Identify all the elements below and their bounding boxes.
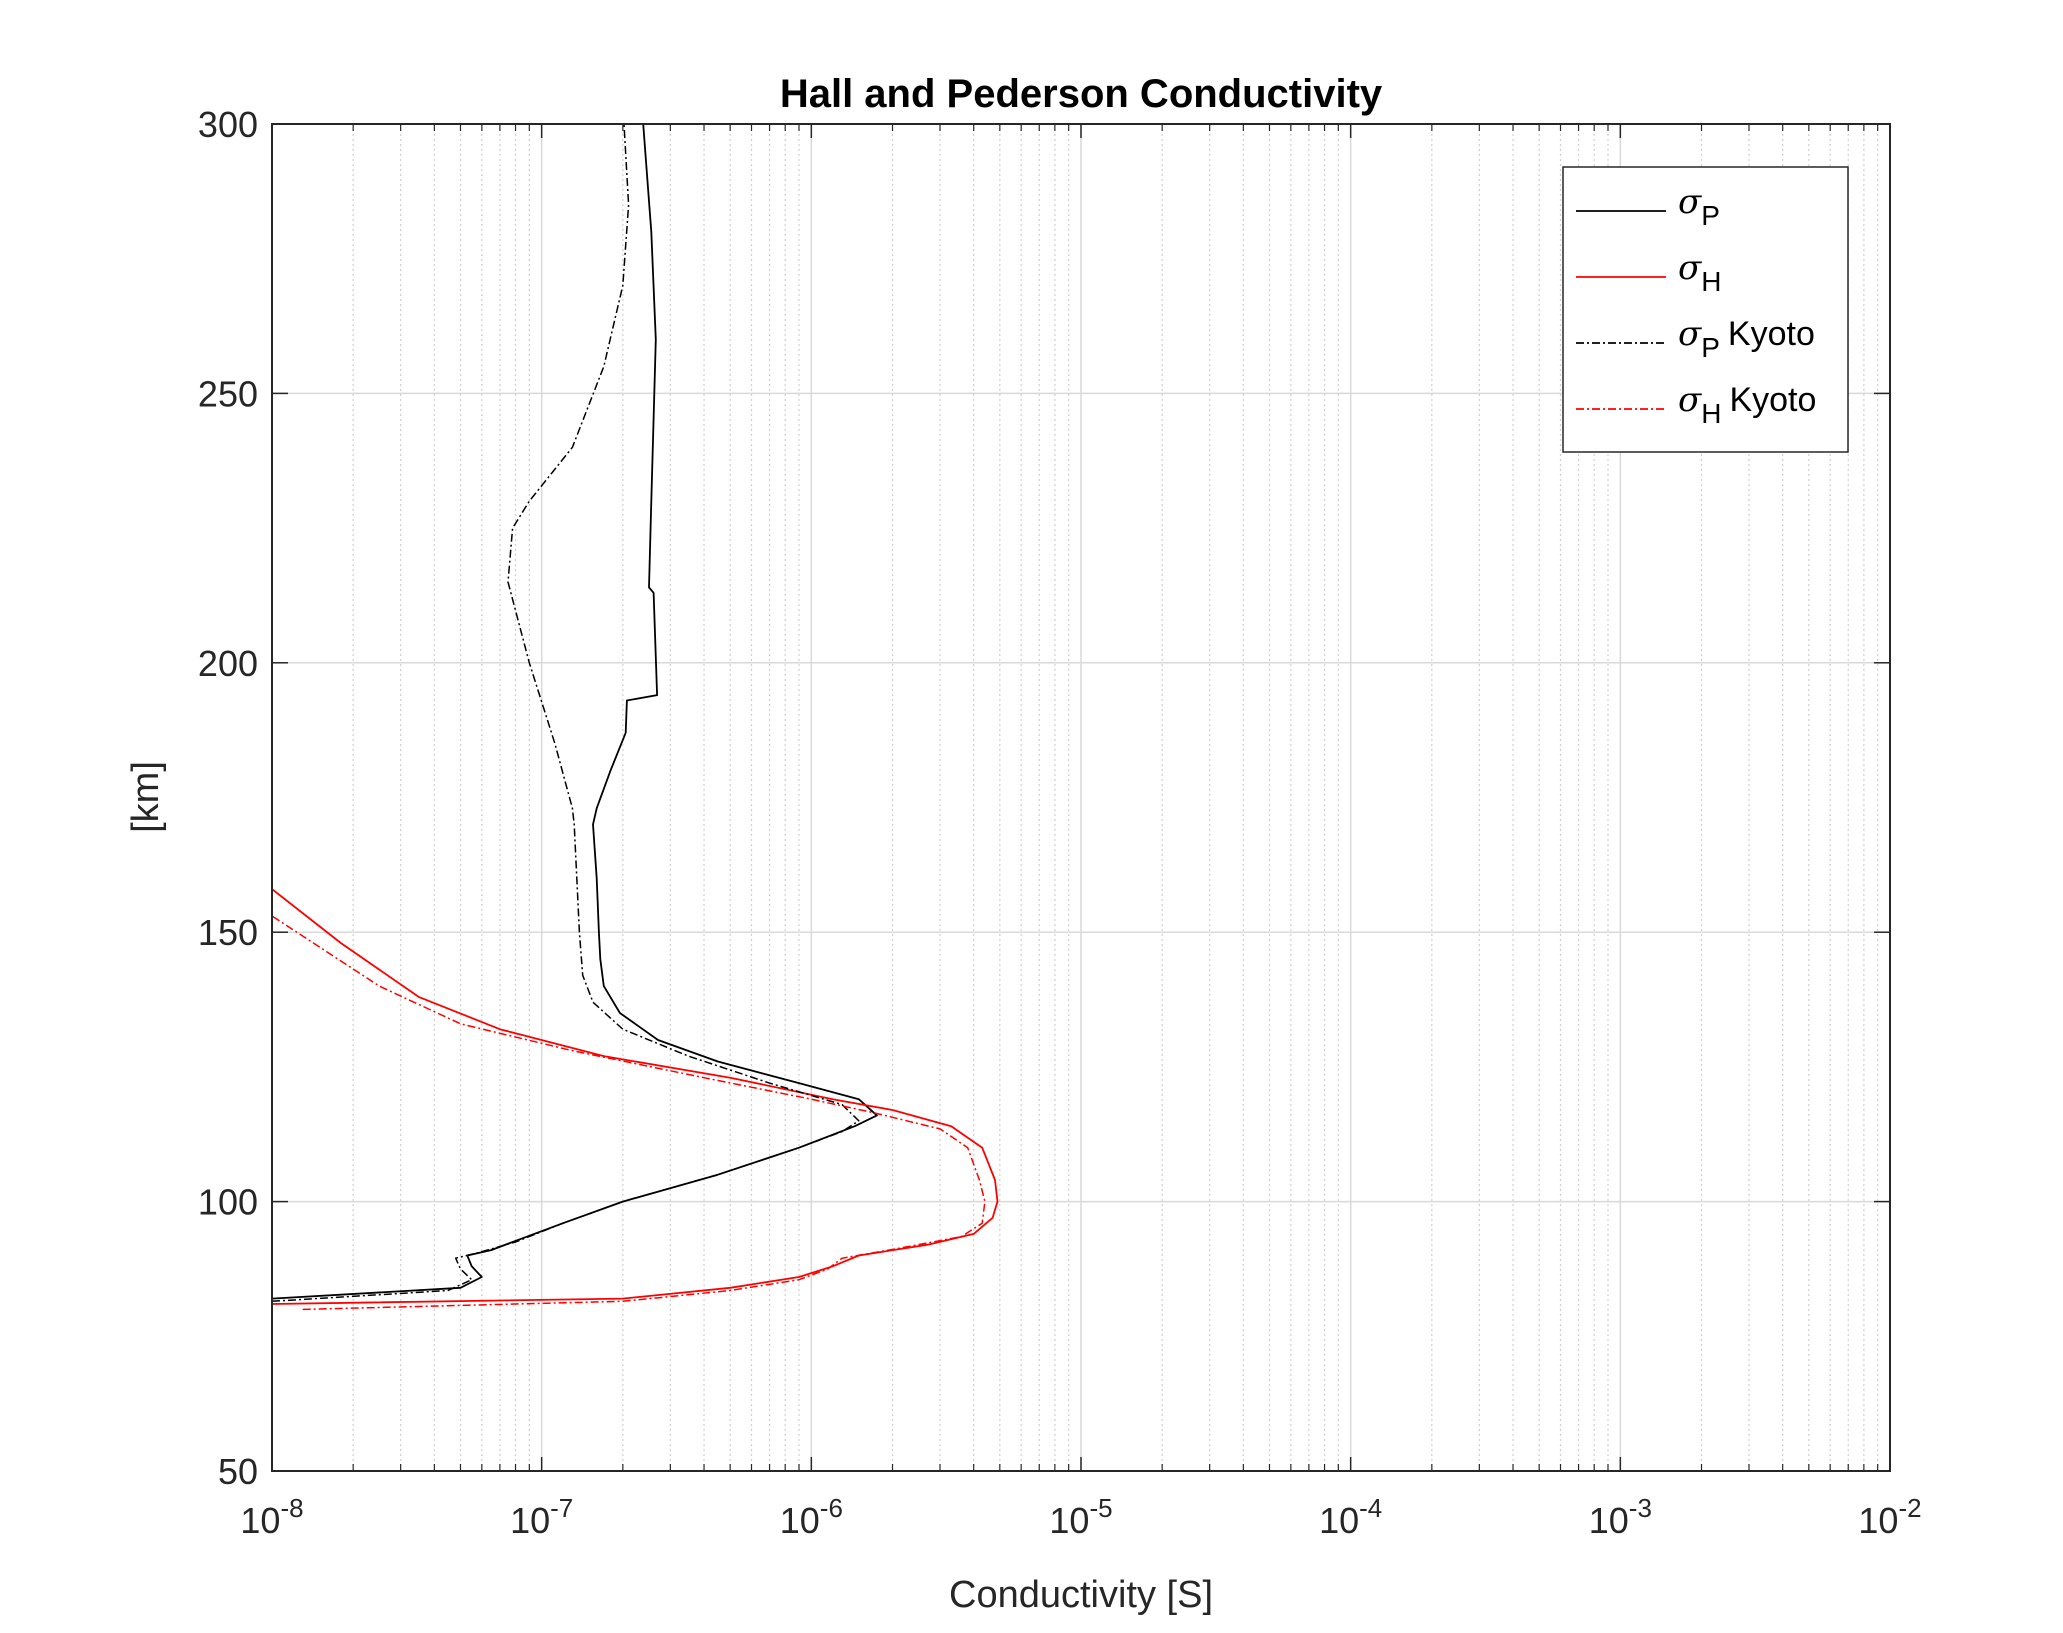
chart-title: Hall and Pederson Conductivity: [780, 72, 1383, 116]
x-tick-base: 10: [1319, 1500, 1359, 1541]
legend-box: [1562, 166, 1849, 453]
y-tick-label: 150: [198, 912, 258, 953]
x-tick-exponent: -2: [1898, 1493, 1921, 1523]
legend-subscript: H: [1701, 266, 1721, 297]
x-tick-exponent: -8: [280, 1493, 303, 1523]
legend-label-1: σP: [1678, 182, 1720, 231]
x-tick-labels: 10-8 10-7 10-6 10-5 10-4 10-3 10-2: [240, 1493, 1921, 1541]
x-tick-exponent: -5: [1089, 1493, 1112, 1523]
legend-suffix: Kyoto: [1729, 381, 1816, 419]
x-tick-label: 10-6: [780, 1493, 843, 1541]
y-axis-label: [km]: [125, 761, 167, 833]
y-tick-label: 250: [198, 373, 258, 414]
x-tick-base: 10: [1589, 1500, 1629, 1541]
x-tick-label: 10-3: [1589, 1493, 1652, 1541]
legend-symbol: σ: [1678, 314, 1702, 354]
x-tick-exponent: -4: [1359, 1493, 1382, 1523]
x-tick-base: 10: [510, 1500, 550, 1541]
x-tick-label: 10-4: [1319, 1493, 1382, 1541]
legend-subscript: P: [1701, 332, 1720, 363]
legend-subscript: P: [1701, 200, 1720, 231]
x-tick-base: 10: [1858, 1500, 1898, 1541]
legend-symbol: σ: [1678, 248, 1702, 288]
x-tick-base: 10: [1049, 1500, 1089, 1541]
legend-symbol: σ: [1678, 182, 1702, 222]
legend-label-3: σP Kyoto: [1678, 314, 1815, 363]
series-line-4: [272, 915, 986, 1311]
series-layer: [272, 124, 999, 1311]
y-tick-label: 50: [218, 1451, 258, 1492]
x-tick-label: 10-2: [1858, 1493, 1921, 1541]
x-tick-label: 10-8: [240, 1493, 303, 1541]
x-tick-base: 10: [780, 1500, 820, 1541]
x-tick-exponent: -6: [820, 1493, 843, 1523]
series-line-2: [272, 888, 999, 1305]
legend-suffix: Kyoto: [1728, 315, 1815, 353]
y-tick-label: 100: [198, 1182, 258, 1223]
x-tick-label: 10-7: [510, 1493, 573, 1541]
x-axis-label: Conductivity [S]: [949, 1574, 1213, 1616]
legend-subscript: H: [1701, 398, 1721, 429]
series-line-1: [272, 124, 878, 1300]
x-tick-base: 10: [240, 1500, 280, 1541]
x-tick-exponent: -7: [550, 1493, 573, 1523]
legend-label-2: σH: [1678, 248, 1721, 297]
legend-label-4: σH Kyoto: [1678, 380, 1816, 429]
x-tick-exponent: -3: [1629, 1493, 1652, 1523]
y-tick-label: 300: [198, 104, 258, 145]
y-tick-label: 200: [198, 643, 258, 684]
x-tick-label: 10-5: [1049, 1493, 1112, 1541]
series-line-3: [272, 124, 860, 1303]
ticks: [271, 123, 1891, 1472]
y-tick-labels: 50 100 150 200 250 300: [198, 104, 258, 1492]
legend-symbol: σ: [1678, 380, 1702, 420]
